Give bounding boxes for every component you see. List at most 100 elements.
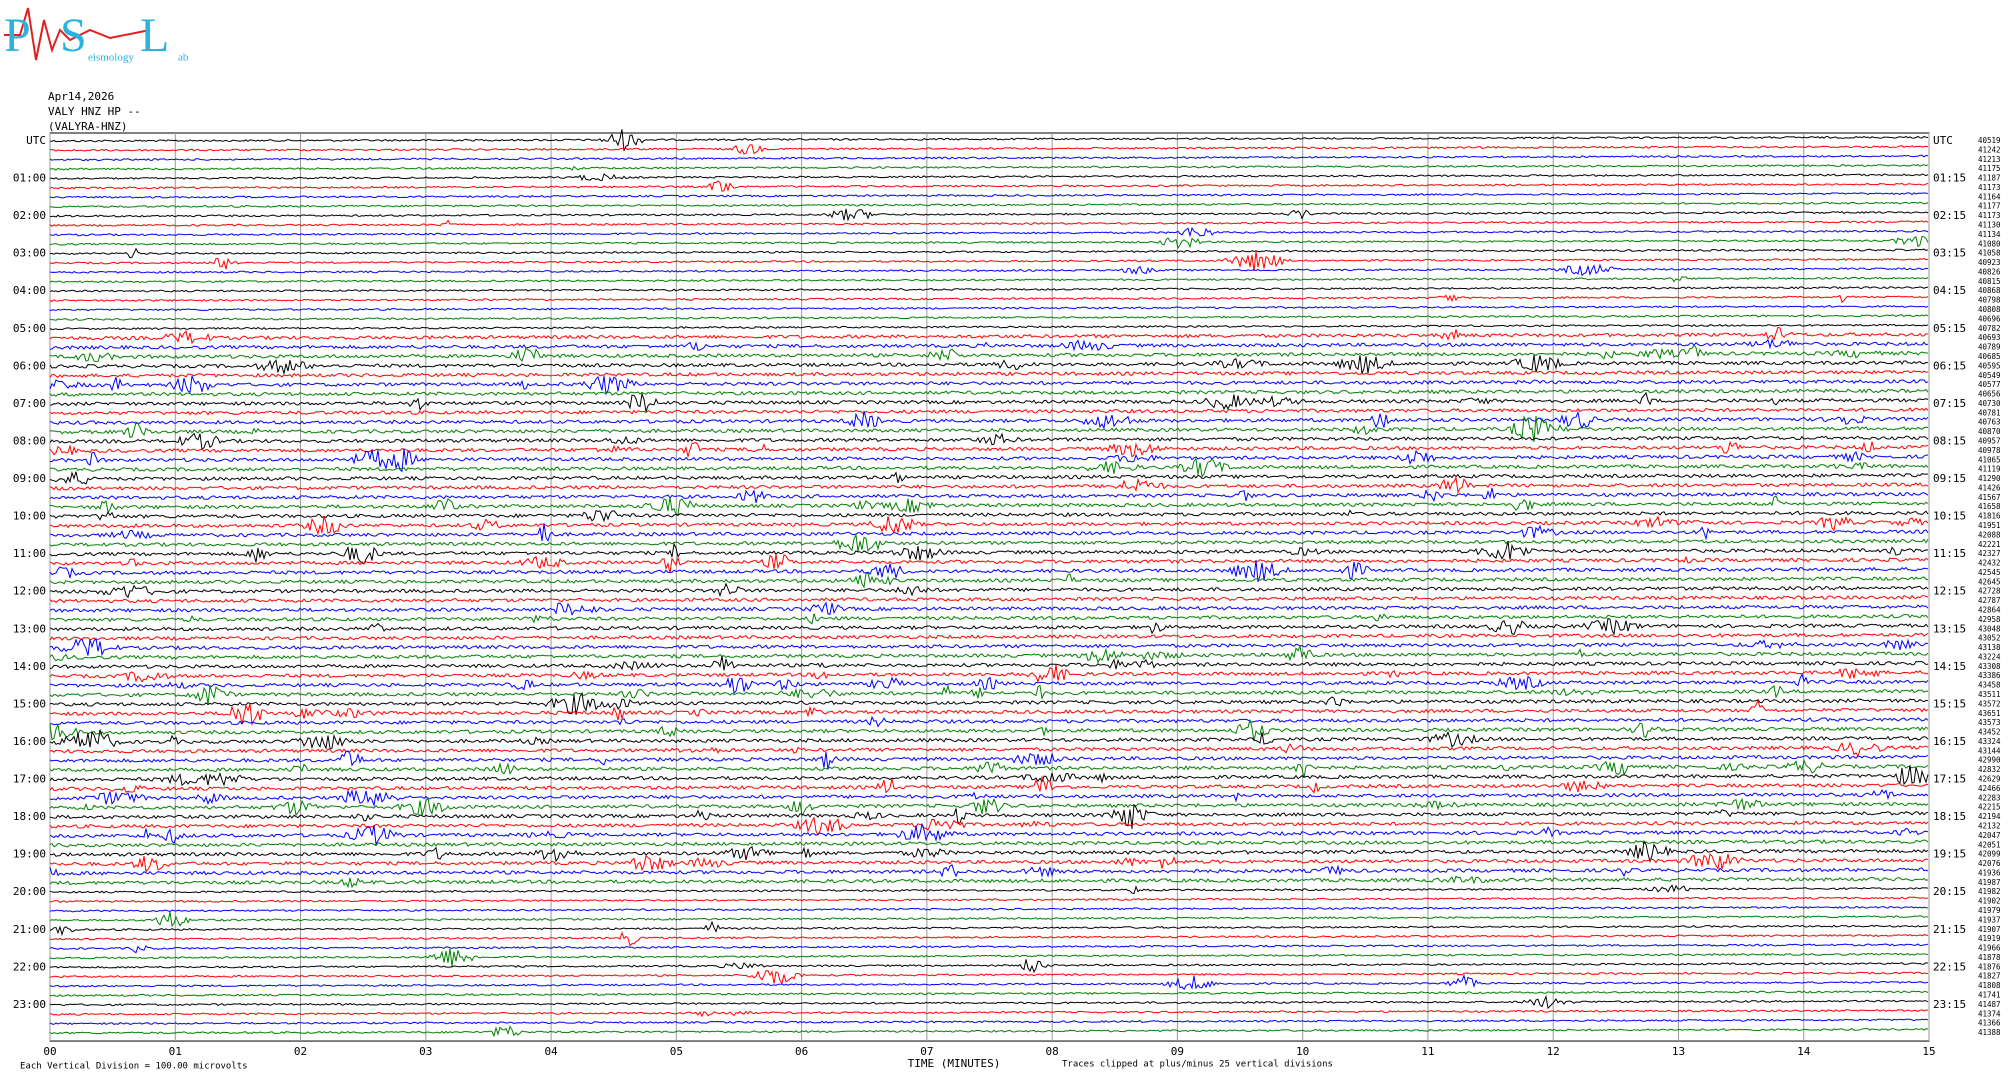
trace-count: 42215 (1978, 803, 2001, 812)
hour-label: 15:15 (1933, 697, 1966, 710)
trace-count: 42194 (1978, 812, 2001, 821)
trace-count: 41164 (1978, 192, 2001, 201)
hour-label: 23:00 (13, 998, 46, 1011)
trace-count: 43324 (1978, 737, 2001, 746)
trace-count: 42545 (1978, 568, 2001, 577)
trace-count: 42787 (1978, 596, 2001, 605)
hour-label: 19:15 (1933, 848, 1966, 861)
trace-count: 40798 (1978, 296, 2001, 305)
trace-count: 41119 (1978, 465, 2001, 474)
seismic-trace (49, 613, 1929, 625)
trace-count: 41878 (1978, 953, 2001, 962)
seismic-trace (49, 741, 1929, 758)
hour-label: 18:15 (1933, 810, 1966, 823)
logo-letter: P (4, 9, 31, 62)
hour-label: UTC (26, 134, 46, 147)
seismic-trace (49, 391, 1929, 412)
trace-count: 41919 (1978, 934, 2001, 943)
x-tick-label: 15 (1922, 1045, 1935, 1058)
seismic-trace (49, 911, 1929, 928)
trace-count: 41065 (1978, 455, 2001, 464)
trace-count: 40978 (1978, 446, 2001, 455)
trace-count: 43458 (1978, 681, 2001, 690)
seismic-trace (49, 920, 1929, 937)
trace-count: 41827 (1978, 972, 2001, 981)
seismic-trace (49, 758, 1929, 779)
trace-count: 43651 (1978, 709, 2001, 718)
hour-label: 19:00 (13, 848, 46, 861)
hour-label: UTC (1933, 134, 1953, 147)
seismic-trace (49, 355, 1929, 374)
seismic-trace (49, 432, 1929, 451)
trace-count: 41187 (1978, 174, 2001, 183)
hour-label: 06:00 (13, 359, 46, 372)
trace-count: 40782 (1978, 324, 2001, 333)
seismic-trace (49, 994, 1929, 1010)
hour-label: 03:15 (1933, 247, 1966, 260)
seismic-trace (49, 970, 1929, 985)
trace-count: 41426 (1978, 483, 2001, 492)
trace-count: 42221 (1978, 540, 2001, 549)
trace-count: 40868 (1978, 286, 2001, 295)
seismic-trace (49, 1009, 1929, 1018)
hour-label: 18:00 (13, 810, 46, 823)
trace-count: 42958 (1978, 615, 2001, 624)
seismic-trace (49, 440, 1929, 459)
seismic-trace (49, 905, 1929, 913)
seismic-trace (49, 448, 1929, 473)
seismic-trace (49, 509, 1929, 523)
station: VALY HNZ HP -- (48, 105, 141, 118)
x-tick-label: 14 (1797, 1045, 1811, 1058)
x-tick-label: 11 (1421, 1045, 1434, 1058)
seismic-trace (49, 326, 1929, 345)
seismic-trace (49, 729, 1929, 750)
seismic-trace (49, 884, 1929, 895)
hour-label: 07:00 (13, 397, 46, 410)
trace-count: 41936 (1978, 868, 2001, 877)
seismic-trace (50, 247, 1929, 259)
seismic-trace (49, 1018, 1929, 1026)
hour-label: 05:15 (1933, 322, 1966, 335)
seismic-trace (49, 263, 1929, 277)
hour-label: 22:00 (13, 960, 46, 973)
trace-count: 40781 (1978, 408, 2001, 417)
trace-count: 41902 (1978, 897, 2001, 906)
seismic-trace (49, 314, 1929, 321)
seismic-trace (49, 632, 1929, 641)
seismic-trace (49, 457, 1929, 478)
trace-count: 43224 (1978, 652, 2001, 661)
seismic-trace (49, 684, 1929, 705)
seismic-trace (49, 323, 1929, 331)
hour-label: 12:00 (13, 585, 46, 598)
seismic-trace (49, 617, 1929, 636)
seismic-trace (49, 144, 1929, 155)
trace-count: 40693 (1978, 333, 2001, 342)
seismic-trace (49, 173, 1929, 182)
seismic-trace (49, 533, 1929, 552)
trace-count: 40808 (1978, 305, 2001, 314)
trace-count: 41366 (1978, 1019, 2001, 1028)
hour-label: 22:15 (1933, 960, 1966, 973)
trace-count: 42990 (1978, 756, 2001, 765)
trace-count: 41173 (1978, 183, 2001, 192)
logo-wave (4, 7, 151, 61)
hour-label: 06:15 (1933, 359, 1966, 372)
trace-count: 43511 (1978, 690, 2001, 699)
seismic-trace (49, 990, 1929, 997)
trace-count: 40957 (1978, 436, 2001, 445)
trace-count: 42864 (1978, 606, 2001, 615)
trace-count: 40815 (1978, 277, 2001, 286)
seismic-trace (49, 201, 1929, 209)
x-tick-label: 04 (544, 1045, 558, 1058)
trace-count: 42047 (1978, 831, 2001, 840)
seismic-trace (49, 765, 1929, 787)
seismic-trace (49, 305, 1929, 312)
trace-count: 41242 (1978, 145, 2001, 154)
seismic-trace (49, 471, 1929, 485)
trace-count: 43452 (1978, 728, 2001, 737)
trace-count: 43308 (1978, 662, 2001, 671)
trace-count: 41567 (1978, 493, 2001, 502)
seismic-trace (49, 192, 1929, 199)
logo-letter: L (140, 9, 169, 62)
seismic-trace (49, 338, 1929, 352)
